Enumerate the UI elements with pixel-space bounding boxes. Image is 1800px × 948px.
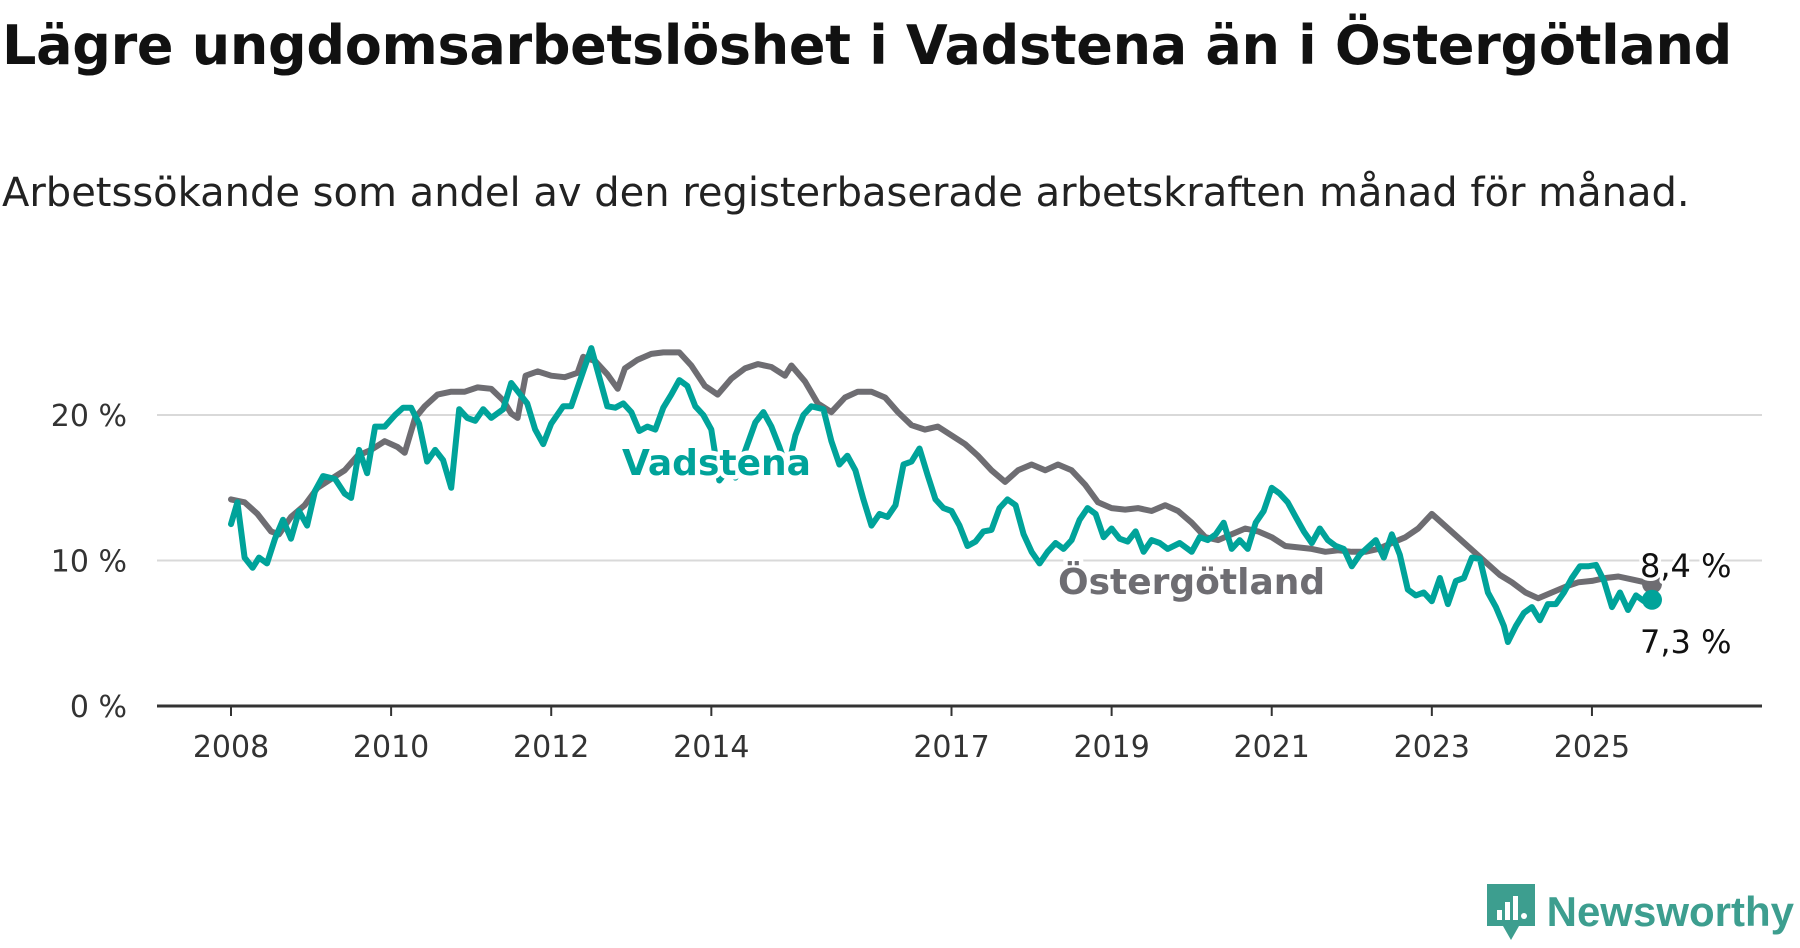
- y-axis-ticks: 0 % 10 % 20 %: [51, 399, 127, 725]
- series-lines: [228, 345, 1662, 645]
- series-labels: Vadstena Östergötland 8,4 % 7,3 %: [618, 439, 1735, 665]
- x-tick-label: 2008: [193, 730, 269, 765]
- newsworthy-logo[interactable]: Newsworthy: [1485, 882, 1794, 942]
- gridlines: [157, 414, 1762, 708]
- series-label-ostergotland: Östergötland: [1058, 561, 1325, 603]
- series-line-vadstena: [228, 345, 1655, 645]
- chart-subtitle: Arbetssökande som andel av den registerb…: [2, 170, 1690, 216]
- y-tick-label: 20 %: [51, 399, 127, 434]
- y-tick-label: 10 %: [51, 545, 127, 580]
- x-tick-label: 2023: [1394, 730, 1470, 765]
- end-point-ostergotland: [1642, 573, 1662, 594]
- x-tick-label: 2019: [1073, 730, 1149, 765]
- x-tick-label: 2010: [353, 730, 429, 765]
- y-tick-label: 0 %: [70, 690, 127, 725]
- end-label-vadstena: 7,3 %: [1640, 623, 1731, 661]
- x-tick-label: 2014: [673, 730, 749, 765]
- x-tick-label: 2021: [1234, 730, 1310, 765]
- end-label-ostergotland: 8,4 %: [1640, 547, 1731, 585]
- x-tick-label: 2017: [913, 730, 989, 765]
- brand-name: Newsworthy: [1546, 888, 1794, 935]
- chart-title: Lägre ungdomsarbetslöshet i Vadstena än …: [2, 14, 1733, 77]
- series-label-vadstena: Vadstena: [622, 443, 811, 484]
- x-axis-ticks: 2008 2010 2012 2014 2017 2019 2021 2023 2025: [193, 706, 1630, 765]
- x-tick-label: 2025: [1554, 730, 1630, 765]
- end-point-vadstena: [1642, 589, 1662, 610]
- newsworthy-logo-icon: [1486, 884, 1535, 940]
- x-tick-label: 2012: [513, 730, 589, 765]
- series-line-ostergotland: [228, 349, 1655, 602]
